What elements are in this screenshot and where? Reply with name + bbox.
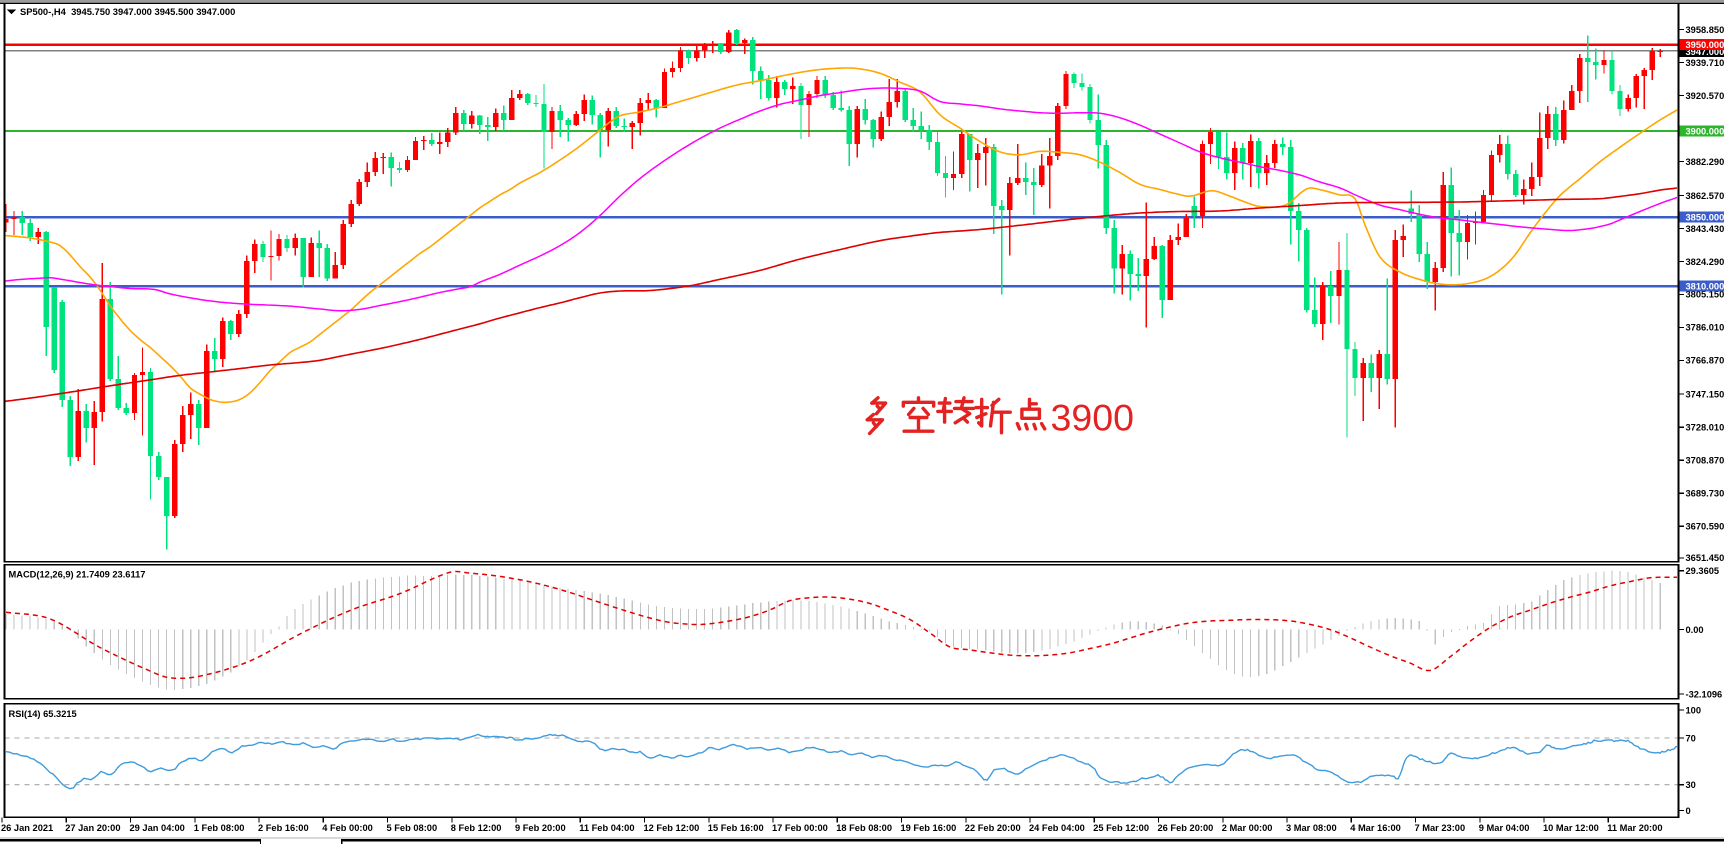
svg-text:4 Feb 00:00: 4 Feb 00:00 <box>322 823 373 833</box>
svg-text:3728.010: 3728.010 <box>1686 423 1724 433</box>
svg-text:27 Jan 20:00: 27 Jan 20:00 <box>65 823 120 833</box>
svg-text:3708.870: 3708.870 <box>1686 456 1724 466</box>
svg-text:15 Feb 16:00: 15 Feb 16:00 <box>708 823 764 833</box>
svg-text:24 Feb 04:00: 24 Feb 04:00 <box>1029 823 1085 833</box>
svg-text:3958.850: 3958.850 <box>1686 25 1724 35</box>
svg-text:3824.290: 3824.290 <box>1686 257 1724 267</box>
svg-text:17 Feb 00:00: 17 Feb 00:00 <box>772 823 828 833</box>
svg-text:4 Mar 16:00: 4 Mar 16:00 <box>1350 823 1401 833</box>
svg-text:3850.000: 3850.000 <box>1686 213 1724 223</box>
svg-text:3786.010: 3786.010 <box>1686 323 1724 333</box>
svg-text:3882.290: 3882.290 <box>1686 157 1724 167</box>
svg-text:2 Mar 00:00: 2 Mar 00:00 <box>1222 823 1273 833</box>
svg-text:11 Mar 20:00: 11 Mar 20:00 <box>1607 823 1662 833</box>
svg-text:5 Feb 08:00: 5 Feb 08:00 <box>387 823 438 833</box>
svg-text:10 Mar 12:00: 10 Mar 12:00 <box>1543 823 1599 833</box>
svg-text:3900.000: 3900.000 <box>1686 126 1724 136</box>
svg-text:70: 70 <box>1686 733 1696 743</box>
svg-text:3747.150: 3747.150 <box>1686 389 1724 399</box>
svg-text:9 Mar 04:00: 9 Mar 04:00 <box>1479 823 1530 833</box>
svg-text:29 Jan 04:00: 29 Jan 04:00 <box>130 823 185 833</box>
svg-text:3689.730: 3689.730 <box>1686 489 1724 499</box>
svg-text:26 Feb 20:00: 26 Feb 20:00 <box>1158 823 1214 833</box>
svg-text:25 Feb 12:00: 25 Feb 12:00 <box>1093 823 1149 833</box>
svg-text:3843.430: 3843.430 <box>1686 224 1724 234</box>
svg-text:22 Feb 20:00: 22 Feb 20:00 <box>965 823 1021 833</box>
svg-text:3651.450: 3651.450 <box>1686 553 1724 563</box>
svg-text:0.00: 0.00 <box>1686 625 1704 635</box>
svg-text:26 Jan 2021: 26 Jan 2021 <box>1 823 53 833</box>
svg-text:29.3605: 29.3605 <box>1686 566 1720 576</box>
svg-text:3862.570: 3862.570 <box>1686 191 1724 201</box>
svg-text:1 Feb 08:00: 1 Feb 08:00 <box>194 823 245 833</box>
svg-text:7 Mar 23:00: 7 Mar 23:00 <box>1415 823 1466 833</box>
svg-text:9 Feb 20:00: 9 Feb 20:00 <box>515 823 566 833</box>
svg-text:19 Feb 16:00: 19 Feb 16:00 <box>901 823 957 833</box>
svg-text:18 Feb 08:00: 18 Feb 08:00 <box>836 823 892 833</box>
svg-text:3950.000: 3950.000 <box>1686 40 1724 50</box>
svg-text:RSI(14) 65.3215: RSI(14) 65.3215 <box>9 709 77 719</box>
svg-text:3670.590: 3670.590 <box>1686 522 1724 532</box>
svg-text:3 Mar 08:00: 3 Mar 08:00 <box>1286 823 1337 833</box>
svg-text:2 Feb 16:00: 2 Feb 16:00 <box>258 823 309 833</box>
svg-text:8 Feb 12:00: 8 Feb 12:00 <box>451 823 502 833</box>
svg-text:MACD(12,26,9) 21.7409 23.6117: MACD(12,26,9) 21.7409 23.6117 <box>9 570 146 580</box>
svg-text:SP500-,H4 3945.750 3947.000 3: SP500-,H4 3945.750 3947.000 3945.500 394… <box>20 6 235 17</box>
svg-text:30: 30 <box>1686 780 1696 790</box>
svg-text:3920.570: 3920.570 <box>1686 91 1724 101</box>
svg-text:3810.000: 3810.000 <box>1686 282 1724 292</box>
svg-text:3766.870: 3766.870 <box>1686 356 1724 366</box>
svg-text:12 Feb 12:00: 12 Feb 12:00 <box>644 823 700 833</box>
svg-text:11 Feb 04:00: 11 Feb 04:00 <box>579 823 634 833</box>
svg-text:100: 100 <box>1686 705 1702 715</box>
svg-text:-32.1096: -32.1096 <box>1686 689 1723 699</box>
svg-text:0: 0 <box>1686 806 1691 816</box>
svg-text:3900: 3900 <box>1051 397 1134 439</box>
svg-text:3939.710: 3939.710 <box>1686 58 1724 68</box>
